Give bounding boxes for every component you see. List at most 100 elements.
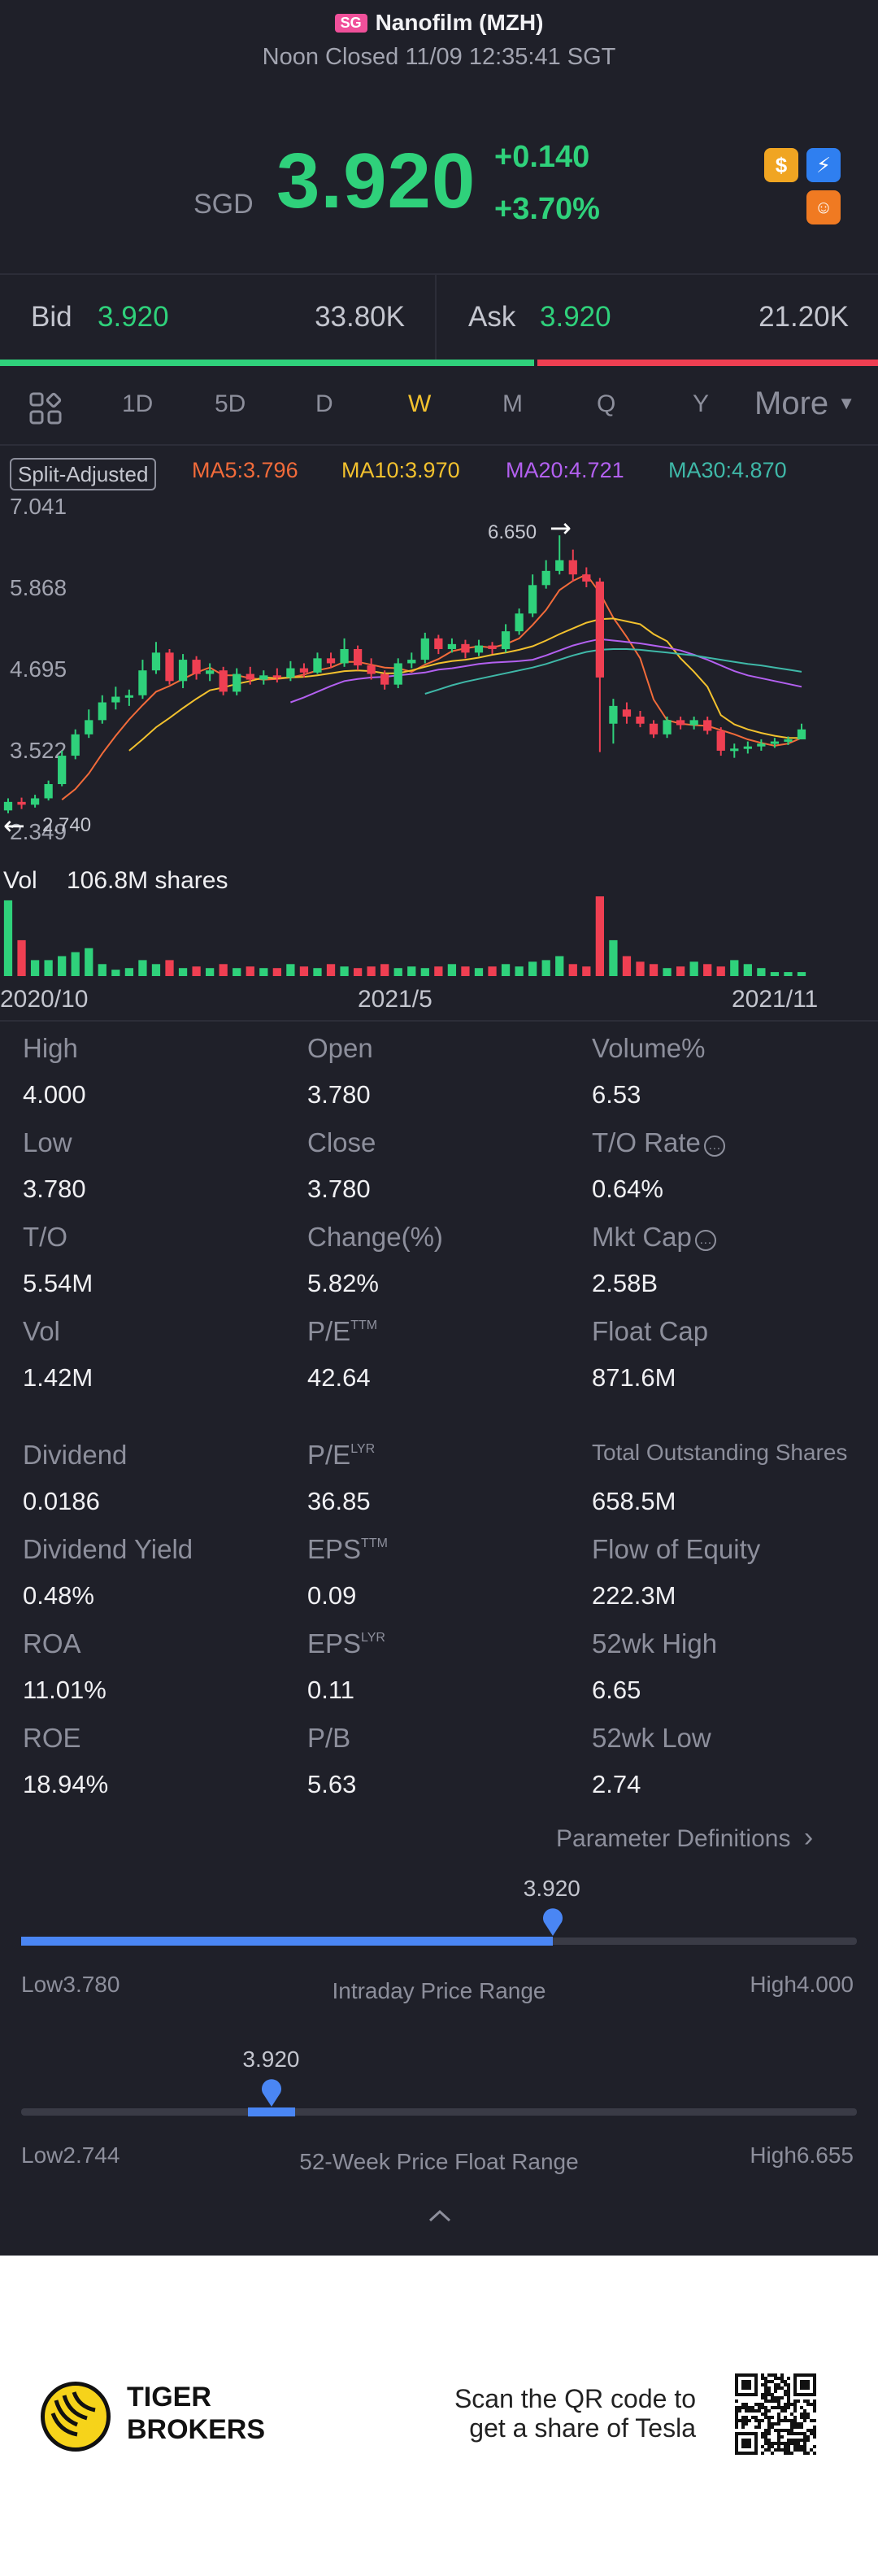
volume-bar <box>797 972 806 976</box>
candle-body <box>353 648 363 666</box>
chat-icon[interactable]: ☺ <box>806 190 841 224</box>
info-icon[interactable]: … <box>694 1230 716 1251</box>
volume-bar <box>259 968 268 976</box>
more-dropdown[interactable]: More ▼ <box>754 386 855 422</box>
stat-label: 52wk Low <box>592 1723 711 1754</box>
candle-body <box>743 746 752 749</box>
volume-bar <box>689 961 698 976</box>
last-price: 3.920 <box>276 137 476 224</box>
stat-label-text: 52wk High <box>592 1628 718 1658</box>
candle-body <box>689 720 698 726</box>
stat-label-superscript: TTM <box>350 1319 378 1332</box>
layout-grid-icon[interactable] <box>29 392 62 425</box>
week52-range-track <box>21 2108 857 2116</box>
week52-low-value: 2.744 <box>63 2142 120 2168</box>
candle-body <box>447 643 457 649</box>
tab-m[interactable]: M <box>502 390 523 417</box>
volume-bar <box>85 948 93 976</box>
tab-w[interactable]: W <box>408 390 432 417</box>
stat-label-text: T/O <box>23 1222 67 1252</box>
stat-label-text: Total Outstanding Shares <box>592 1440 848 1465</box>
volume-bar <box>622 956 632 976</box>
volume-bar <box>757 968 766 976</box>
candle-body <box>138 670 147 695</box>
stat-label-text: T/O Rate <box>592 1127 701 1157</box>
candle-body <box>58 756 67 785</box>
intraday-high-value: 4.000 <box>796 1972 854 1997</box>
collapse-chevron-up-icon[interactable] <box>426 2206 454 2225</box>
week52-high-value: 6.655 <box>796 2142 854 2168</box>
candle-body <box>488 645 497 649</box>
candle-body <box>568 560 577 575</box>
stat-label-text: Low <box>23 1127 72 1157</box>
ma20-legend: MA20:4.721 <box>506 458 624 482</box>
info-icon[interactable]: … <box>703 1135 725 1157</box>
volume-bar <box>784 972 793 976</box>
volume-bar <box>676 966 685 976</box>
tab-q[interactable]: Q <box>597 390 616 417</box>
candle-body <box>501 631 511 649</box>
tab-5d[interactable]: 5D <box>215 390 246 417</box>
footer-banner: TIGER BROKERS Scan the QR code to get a … <box>0 2256 878 2576</box>
market-status: Noon Closed 11/09 12:35:41 SGT <box>262 44 616 70</box>
stat-value: 11.01% <box>23 1676 106 1704</box>
candle-body <box>730 748 739 752</box>
stat-label: Open <box>307 1033 373 1064</box>
stat-label: Flow of Equity <box>592 1534 760 1565</box>
volume-bar <box>3 900 13 976</box>
candlestick-chart[interactable]: 7.041 5.868 4.695 3.522 2.349 6.650 → ← 2.74… <box>0 488 878 1025</box>
volume-bar <box>636 961 645 976</box>
stat-label-text: ROA <box>23 1628 81 1658</box>
candle-body <box>784 739 793 742</box>
stat-label-superscript: LYR <box>361 1631 385 1645</box>
stat-label: Float Cap <box>592 1316 708 1347</box>
stat-value: 5.63 <box>307 1770 357 1798</box>
volume-bar <box>44 960 53 976</box>
candle-body <box>434 638 443 649</box>
y-tick-label: 7.041 <box>10 494 67 519</box>
split-adjusted-toggle[interactable]: Split-Adjusted <box>10 458 157 490</box>
bidask-separator <box>435 275 437 363</box>
dollar-icon[interactable]: $ <box>764 148 798 182</box>
candle-body <box>98 702 106 721</box>
volume-bar <box>58 956 67 976</box>
ma10-legend: MA10:3.970 <box>341 458 460 482</box>
tab-d[interactable]: D <box>315 390 333 417</box>
qr-code[interactable] <box>735 2373 816 2455</box>
ma-line-ma5 <box>61 573 802 800</box>
ma-line-ma20 <box>290 638 802 704</box>
divider <box>0 273 878 275</box>
candle-body <box>71 734 80 756</box>
more-label: More <box>754 386 829 421</box>
ask-ratio-fill <box>537 360 878 366</box>
volume-bar <box>595 896 604 976</box>
volume-bar <box>367 966 376 976</box>
volume-bar <box>447 964 457 976</box>
stock-title: SG Nanofilm (MZH) <box>0 10 878 36</box>
stat-value: 5.54M <box>23 1269 93 1297</box>
candle-body <box>582 574 591 582</box>
candle-body <box>44 784 53 799</box>
candle-body <box>797 729 806 739</box>
ma30-legend: MA30:4.870 <box>668 458 787 482</box>
high-marker-label: 6.650 <box>488 521 537 543</box>
volume-bar <box>555 956 564 976</box>
volume-bar <box>730 960 739 976</box>
tab-y[interactable]: Y <box>693 390 710 417</box>
lightning-icon[interactable]: ⚡ <box>806 148 841 182</box>
stat-label: Dividend <box>23 1440 127 1471</box>
parameter-definitions-link[interactable]: Parameter Definitions › <box>556 1822 813 1854</box>
price-change: +0.140 <box>494 140 590 174</box>
tab-1d[interactable]: 1D <box>122 390 154 417</box>
volume-bar <box>568 964 577 976</box>
stat-label: P/ETTM <box>307 1316 377 1347</box>
volume-bar <box>407 966 416 976</box>
stat-label: Volume% <box>592 1033 705 1064</box>
week52-current-value: 3.920 <box>242 2046 300 2072</box>
candle-body <box>17 801 26 805</box>
ma-line-ma10 <box>128 617 802 752</box>
candle-body <box>393 663 402 685</box>
candle-body <box>286 668 295 678</box>
stat-label: Dividend Yield <box>23 1534 193 1565</box>
candle-body <box>676 720 685 726</box>
